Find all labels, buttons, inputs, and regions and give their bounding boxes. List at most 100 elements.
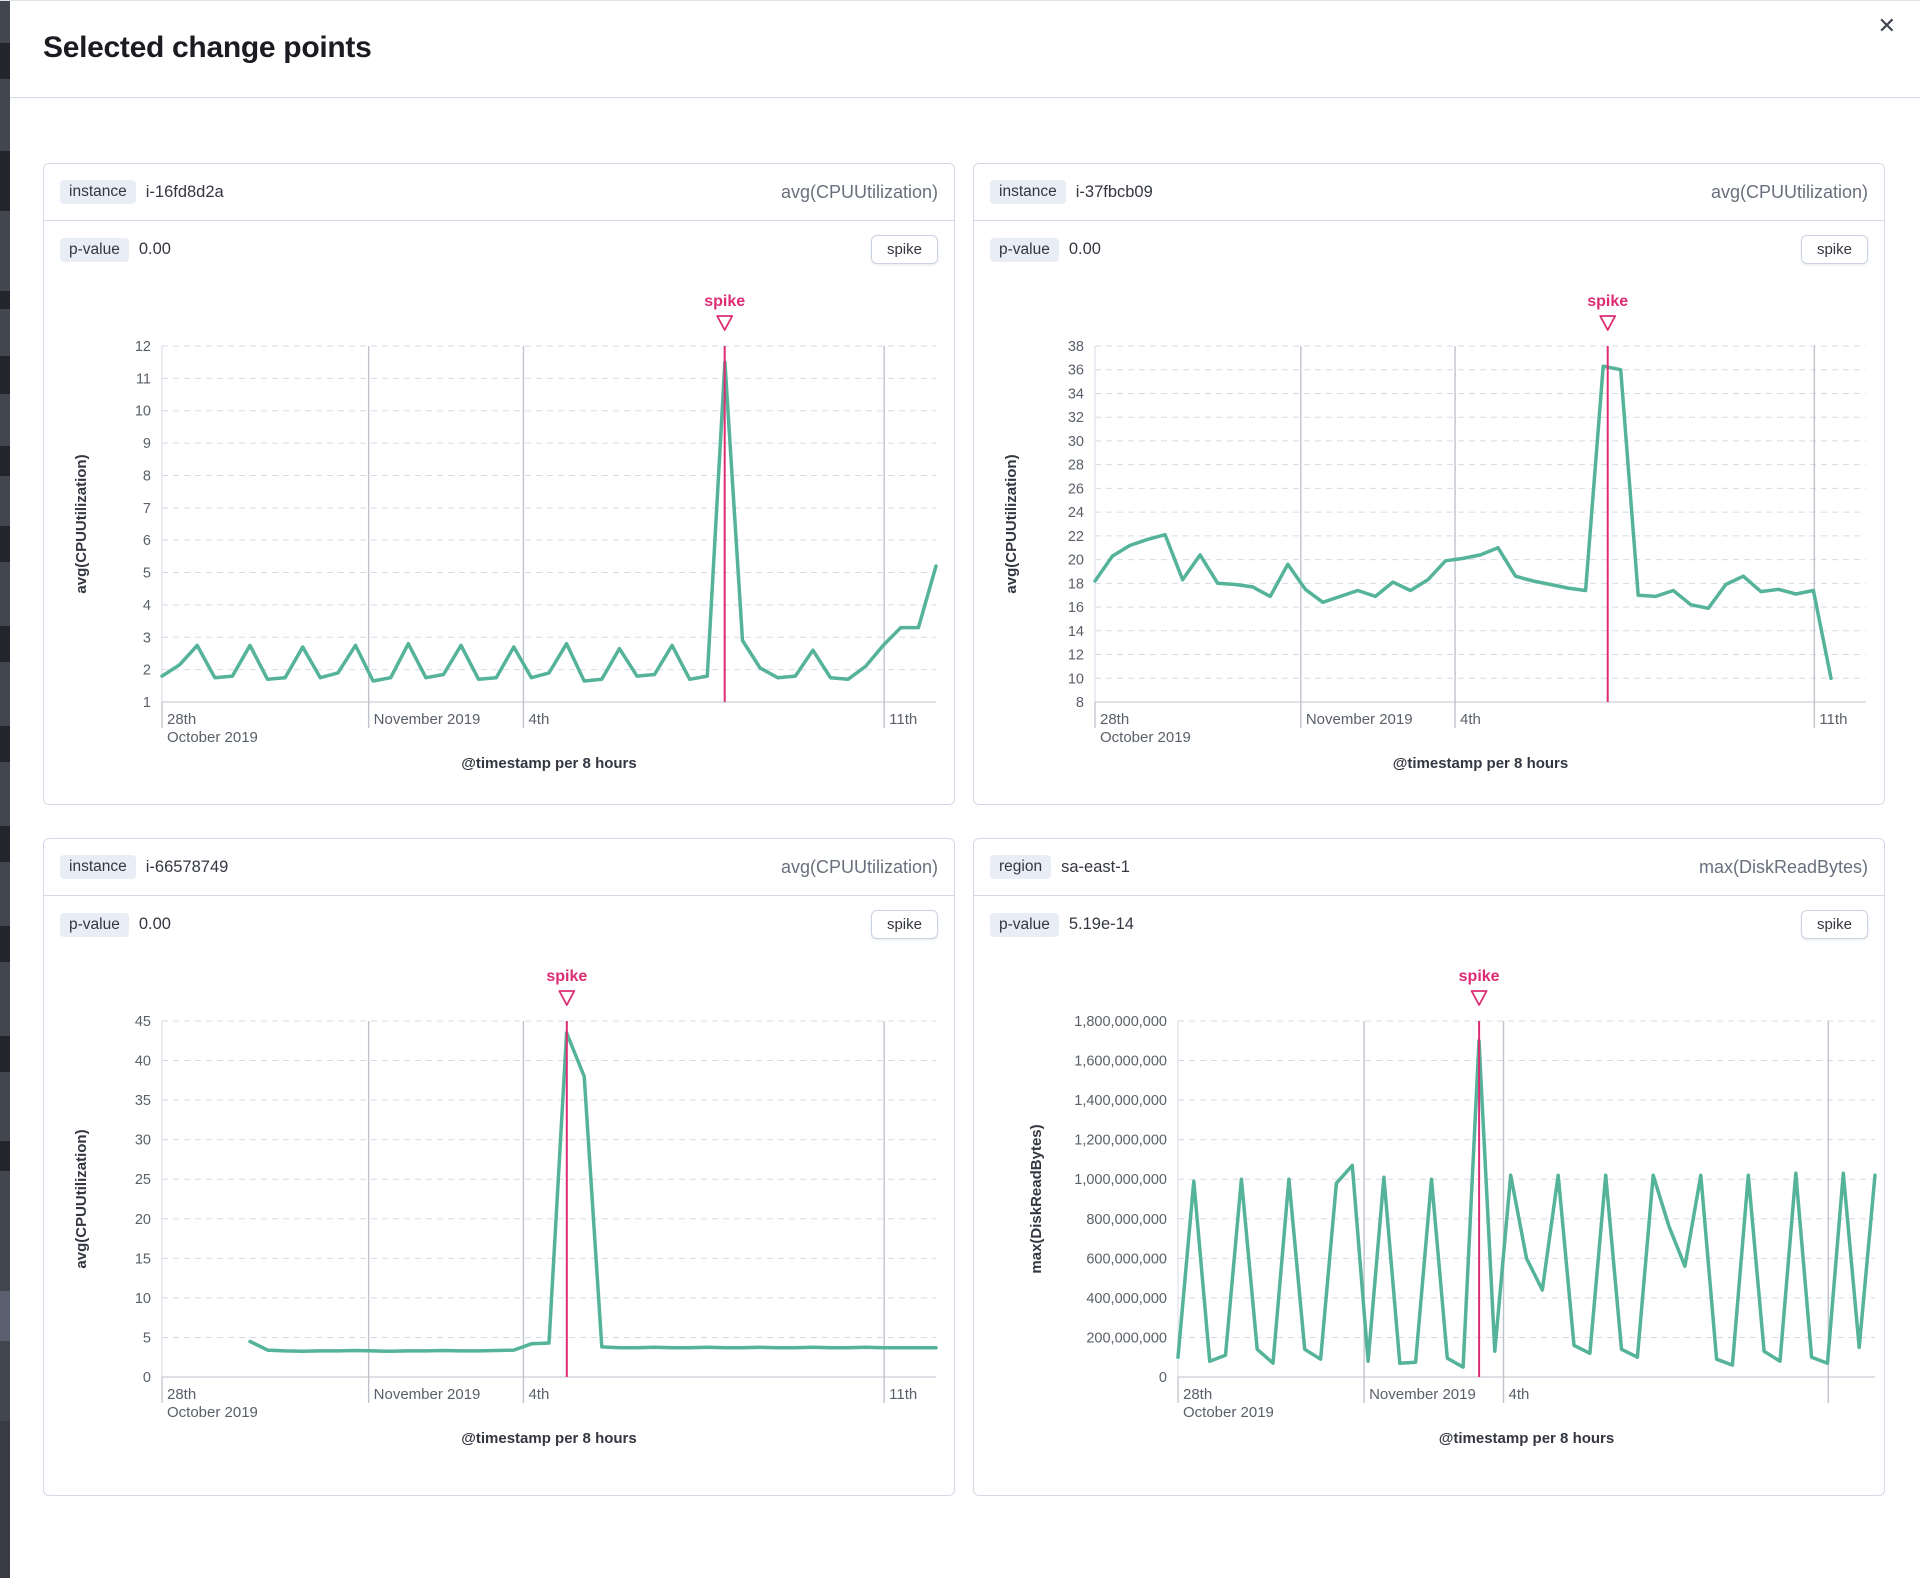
svg-text:400,000,000: 400,000,000 <box>1086 1291 1167 1307</box>
metric-label: avg(CPUUtilization) <box>1710 181 1868 202</box>
app-edge-mark <box>0 43 10 79</box>
metric-label: max(DiskReadBytes) <box>1698 856 1868 877</box>
svg-text:11: 11 <box>136 371 151 387</box>
svg-text:24: 24 <box>1068 505 1084 521</box>
svg-text:40: 40 <box>135 1054 151 1070</box>
svg-text:October 2019: October 2019 <box>167 729 258 746</box>
svg-text:November 2019: November 2019 <box>374 1386 481 1403</box>
p-value: 0.00 <box>138 915 171 933</box>
svg-text:26: 26 <box>1068 481 1084 497</box>
svg-text:28th: 28th <box>167 711 196 728</box>
p-value: 0.00 <box>138 240 171 258</box>
change-point-grid: instance i-16fd8d2a avg(CPUUtilization) … <box>43 163 1885 1496</box>
svg-text:8: 8 <box>1076 695 1084 711</box>
card-header-row: instance i-16fd8d2a avg(CPUUtilization) <box>44 164 954 221</box>
svg-text:11th: 11th <box>1819 711 1847 728</box>
svg-text:38: 38 <box>1068 339 1084 355</box>
svg-text:35: 35 <box>135 1093 151 1109</box>
svg-text:November 2019: November 2019 <box>374 711 481 728</box>
field-value: i-37fbcb09 <box>1075 182 1153 201</box>
svg-text:November 2019: November 2019 <box>1306 711 1413 728</box>
svg-text:avg(CPUUtilization): avg(CPUUtilization) <box>73 1129 90 1268</box>
modal-header: Selected change points ✕ <box>10 1 1920 98</box>
change-type-button[interactable]: spike <box>1800 235 1868 264</box>
svg-text:October 2019: October 2019 <box>167 1404 258 1421</box>
svg-text:1,000,000,000: 1,000,000,000 <box>1074 1172 1167 1188</box>
svg-text:800,000,000: 800,000,000 <box>1086 1212 1167 1228</box>
change-type-button[interactable]: spike <box>870 235 938 264</box>
svg-text:30: 30 <box>1068 434 1084 450</box>
svg-text:spike: spike <box>704 293 745 310</box>
p-value: 5.19e-14 <box>1068 915 1134 933</box>
app-edge-mark <box>0 291 10 309</box>
field-name-badge: instance <box>990 180 1066 204</box>
change-point-chart: 8 10 12 14 16 18 20 22 24 26 28 30 32 34 36 38 28thOctob… <box>1003 293 1866 772</box>
svg-text:15: 15 <box>135 1251 151 1267</box>
svg-text:20: 20 <box>1068 553 1084 569</box>
app-edge-mark <box>0 1036 10 1072</box>
card-header-row: instance i-66578749 avg(CPUUtilization) <box>44 839 954 896</box>
svg-text:0: 0 <box>1159 1370 1167 1386</box>
svg-text:45: 45 <box>135 1014 151 1030</box>
svg-text:600,000,000: 600,000,000 <box>1086 1251 1167 1267</box>
svg-text:10: 10 <box>135 404 151 420</box>
p-value-badge: p-value <box>60 912 129 937</box>
svg-text:0: 0 <box>143 1370 151 1386</box>
card-header-row: instance i-37fbcb09 avg(CPUUtilization) <box>974 164 1884 221</box>
svg-text:spike: spike <box>1587 293 1628 310</box>
field-value: i-66578749 <box>145 857 229 876</box>
modal-body: instance i-16fd8d2a avg(CPUUtilization) … <box>10 98 1920 1496</box>
card-subheader-row: p-value 0.00 spike <box>974 221 1884 278</box>
svg-text:28th: 28th <box>1100 711 1129 728</box>
svg-text:avg(CPUUtilization): avg(CPUUtilization) <box>73 454 90 593</box>
svg-text:32: 32 <box>1068 410 1084 426</box>
change-type-button[interactable]: spike <box>1800 910 1868 939</box>
svg-text:4th: 4th <box>528 1386 549 1403</box>
svg-text:28th: 28th <box>1183 1386 1212 1403</box>
svg-text:200,000,000: 200,000,000 <box>1086 1330 1167 1346</box>
svg-text:November 2019: November 2019 <box>1369 1386 1476 1403</box>
card-subheader-row: p-value 0.00 spike <box>44 896 954 953</box>
app-edge-mark <box>0 626 10 662</box>
svg-text:20: 20 <box>135 1212 151 1228</box>
card-header-row: region sa-east-1 max(DiskReadBytes) <box>974 839 1884 896</box>
svg-text:18: 18 <box>1068 576 1084 592</box>
p-value-badge: p-value <box>990 912 1059 937</box>
svg-text:28: 28 <box>1068 458 1084 474</box>
svg-text:2: 2 <box>143 663 151 679</box>
svg-text:1,200,000,000: 1,200,000,000 <box>1074 1133 1167 1149</box>
svg-text:spike: spike <box>1459 968 1500 985</box>
svg-text:@timestamp per 8 hours: @timestamp per 8 hours <box>1439 1430 1615 1447</box>
app-edge-mark <box>0 1421 10 1578</box>
app-edge-mark <box>0 926 10 962</box>
svg-text:30: 30 <box>135 1133 151 1149</box>
svg-text:11th: 11th <box>889 711 917 728</box>
app-edge-mark <box>0 356 10 394</box>
metric-label: avg(CPUUtilization) <box>780 856 938 877</box>
svg-text:11th: 11th <box>889 1386 917 1403</box>
svg-text:10: 10 <box>135 1291 151 1307</box>
svg-text:34: 34 <box>1068 386 1084 402</box>
svg-text:1,600,000,000: 1,600,000,000 <box>1074 1054 1167 1070</box>
close-icon[interactable]: ✕ <box>1877 13 1896 38</box>
svg-text:10: 10 <box>1068 671 1084 687</box>
svg-text:1: 1 <box>143 695 151 711</box>
svg-text:4th: 4th <box>1460 711 1481 728</box>
svg-text:4th: 4th <box>528 711 549 728</box>
modal-title: Selected change points <box>43 31 372 64</box>
p-value: 0.00 <box>1068 240 1101 258</box>
svg-text:22: 22 <box>1068 529 1084 545</box>
change-type-button[interactable]: spike <box>870 910 938 939</box>
svg-text:5: 5 <box>143 1330 151 1346</box>
svg-text:5: 5 <box>143 566 151 582</box>
change-point-card-4: region sa-east-1 max(DiskReadBytes) p-va… <box>973 838 1885 1496</box>
svg-text:9: 9 <box>143 436 151 452</box>
svg-text:1,400,000,000: 1,400,000,000 <box>1074 1093 1167 1109</box>
p-value-badge: p-value <box>990 237 1059 262</box>
svg-text:16: 16 <box>1068 600 1084 616</box>
field-name-badge: instance <box>60 180 136 204</box>
svg-text:4: 4 <box>143 598 151 614</box>
